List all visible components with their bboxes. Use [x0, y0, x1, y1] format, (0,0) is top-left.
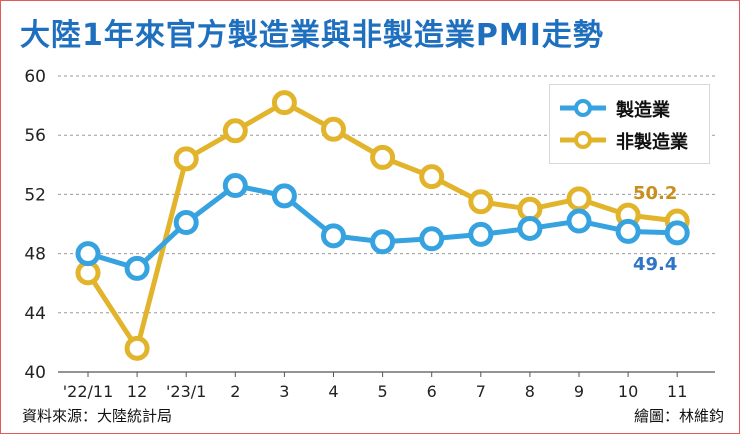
x-tick-label-5: 4	[328, 382, 338, 401]
legend-label-non-manufacturing: 非製造業	[616, 132, 688, 153]
y-tick-label-56: 56	[24, 126, 46, 146]
chart-title: 大陸1年來官方製造業與非製造業PMI走勢	[20, 18, 604, 53]
source-note: 資料來源：大陸統計局	[22, 407, 173, 425]
x-tick-label-2: '23/1	[166, 382, 206, 401]
end-label-manufacturing: 49.4	[633, 254, 677, 275]
data-point-manufacturing-11	[615, 218, 641, 244]
x-tick-label-6: 5	[378, 382, 388, 401]
x-tick-label-7: 6	[427, 382, 437, 401]
data-point-manufacturing-10	[566, 208, 592, 234]
data-point-non-manufacturing-5	[321, 116, 346, 142]
y-tick-label-60: 60	[24, 67, 46, 87]
data-point-non-manufacturing-8	[468, 189, 494, 215]
data-point-manufacturing-4	[271, 183, 297, 209]
data-point-manufacturing-7	[419, 226, 445, 252]
data-point-non-manufacturing-3	[222, 118, 248, 144]
x-tick-label-4: 3	[279, 382, 289, 401]
x-tick-label-3: 2	[230, 382, 240, 401]
data-point-non-manufacturing-6	[370, 144, 396, 170]
x-tick-label-1: 12	[127, 382, 147, 401]
legend-item-manufacturing: 製造業	[558, 93, 708, 123]
end-label-non-manufacturing: 50.2	[633, 183, 677, 204]
x-tick-label-9: 8	[525, 382, 535, 401]
legend-label-manufacturing: 製造業	[616, 100, 670, 121]
legend-item-non-manufacturing: 非製造業	[558, 125, 708, 155]
data-point-non-manufacturing-4	[271, 90, 297, 116]
data-point-manufacturing-9	[517, 215, 543, 241]
x-tick-label-8: 7	[476, 382, 486, 401]
legend-swatch-manufacturing	[560, 99, 606, 117]
x-tick-label-10: 9	[574, 382, 584, 401]
data-point-manufacturing-1	[124, 255, 150, 281]
data-point-non-manufacturing-7	[419, 164, 445, 190]
legend-swatch-non-manufacturing	[560, 131, 606, 149]
data-point-manufacturing-12	[664, 220, 690, 246]
data-point-manufacturing-3	[222, 173, 248, 199]
y-tick-label-40: 40	[24, 363, 46, 383]
data-point-manufacturing-2	[173, 210, 199, 236]
x-tick-label-0: '22/11	[63, 382, 114, 401]
y-tick-label-44: 44	[24, 304, 46, 324]
y-tick-label-52: 52	[24, 185, 46, 205]
credit-note: 繪圖：林維鈞	[633, 407, 724, 425]
data-point-manufacturing-8	[468, 221, 494, 247]
data-point-manufacturing-0	[75, 241, 101, 267]
x-tick-label-12: 11	[667, 382, 687, 401]
data-point-manufacturing-5	[321, 223, 346, 249]
x-tick-label-11: 10	[618, 382, 638, 401]
y-tick-label-48: 48	[24, 245, 46, 265]
data-point-non-manufacturing-10	[566, 186, 592, 212]
data-point-non-manufacturing-1	[124, 335, 150, 361]
chart-legend: 製造業 非製造業	[549, 84, 710, 164]
data-point-non-manufacturing-2	[173, 146, 199, 172]
data-point-manufacturing-6	[370, 229, 396, 255]
